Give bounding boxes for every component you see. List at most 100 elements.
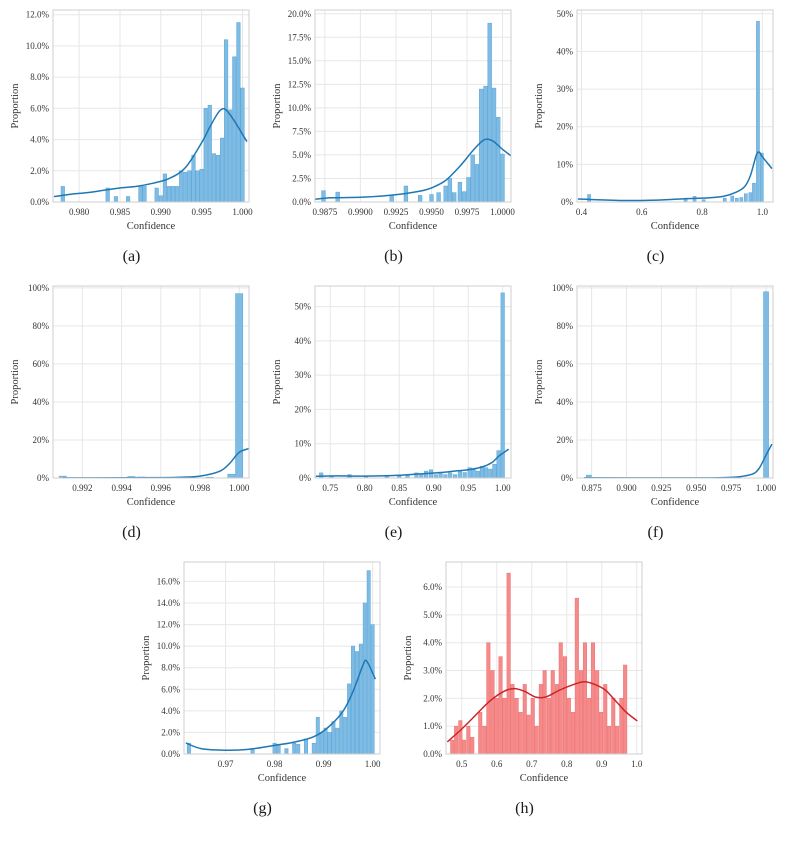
svg-text:60%: 60%	[32, 359, 49, 369]
svg-text:0.925: 0.925	[651, 483, 672, 493]
svg-text:80%: 80%	[556, 321, 573, 331]
svg-text:0.992: 0.992	[72, 483, 92, 493]
svg-text:1.00: 1.00	[364, 759, 380, 769]
svg-text:0.95: 0.95	[460, 483, 476, 493]
svg-text:0.9875: 0.9875	[312, 207, 337, 217]
chart-caption-f: (f)	[647, 524, 664, 541]
svg-text:Proportion: Proportion	[10, 83, 21, 129]
svg-text:12.0%: 12.0%	[156, 620, 180, 630]
svg-text:14.0%: 14.0%	[156, 598, 180, 608]
svg-text:Proportion: Proportion	[141, 635, 152, 681]
svg-text:15.0%: 15.0%	[287, 56, 311, 66]
svg-text:0.6: 0.6	[636, 207, 648, 217]
svg-text:Confidence: Confidence	[126, 221, 175, 232]
svg-text:0.996: 0.996	[150, 483, 171, 493]
chart-canvas-e: 0% 10% 20% 30% 40% 50% 0.75 0.80 0.85 0.90 0.95 1.0…	[269, 280, 519, 514]
svg-text:0%: 0%	[299, 473, 312, 483]
svg-text:Proportion: Proportion	[272, 83, 283, 129]
svg-text:20.0%: 20.0%	[287, 9, 311, 19]
svg-text:0.6: 0.6	[491, 759, 503, 769]
svg-text:0.990: 0.990	[150, 207, 171, 217]
svg-text:Confidence: Confidence	[519, 773, 568, 784]
svg-text:16.0%: 16.0%	[156, 576, 180, 586]
svg-text:4.0%: 4.0%	[423, 638, 442, 648]
chart-canvas-g: 0.0% 2.0% 4.0% 6.0% 8.0% 10.0% 12.0% 14.0% 16.0%…	[138, 556, 388, 790]
svg-text:2.0%: 2.0%	[30, 166, 49, 176]
svg-text:Proportion: Proportion	[272, 359, 283, 405]
svg-text:0.975: 0.975	[720, 483, 741, 493]
svg-text:10.0%: 10.0%	[156, 641, 180, 651]
svg-text:1.0%: 1.0%	[423, 721, 442, 731]
svg-text:4.0%: 4.0%	[30, 135, 49, 145]
svg-text:1.0: 1.0	[631, 759, 643, 769]
svg-text:10.0%: 10.0%	[287, 103, 311, 113]
chart-canvas-b: 0.0% 2.5% 5.0% 7.5% 10.0% 12.5% 15.0% 17.5% 20.0…	[269, 4, 519, 238]
chart-caption-c: (c)	[646, 248, 665, 265]
svg-text:Proportion: Proportion	[534, 83, 545, 129]
svg-text:10.0%: 10.0%	[25, 41, 49, 51]
svg-text:0.985: 0.985	[109, 207, 130, 217]
svg-text:Confidence: Confidence	[388, 497, 437, 508]
chart-f: 0% 20% 40% 60% 80% 100% 0.875 0.900 0.925 0.950 0.…	[531, 280, 781, 556]
chart-c: 0% 10% 20% 30% 40% 50% 0.4 0.6 0.8 1.0 Confidence P…	[531, 4, 781, 280]
svg-text:3.0%: 3.0%	[423, 666, 442, 676]
chart-a: 0.0% 2.0% 4.0% 6.0% 8.0% 10.0% 12.0% 0.980 0.985…	[7, 4, 257, 280]
svg-text:Proportion: Proportion	[534, 359, 545, 405]
svg-text:Confidence: Confidence	[388, 221, 437, 232]
svg-text:0.875: 0.875	[581, 483, 602, 493]
chart-e: 0% 10% 20% 30% 40% 50% 0.75 0.80 0.85 0.90 0.95 1.0…	[269, 280, 519, 556]
svg-text:20%: 20%	[32, 435, 49, 445]
svg-text:80%: 80%	[32, 321, 49, 331]
svg-text:60%: 60%	[556, 359, 573, 369]
svg-text:40%: 40%	[294, 336, 311, 346]
chart-row-1: 0.0% 2.0% 4.0% 6.0% 8.0% 10.0% 12.0% 0.980 0.985…	[0, 4, 787, 280]
svg-text:50%: 50%	[556, 9, 573, 19]
chart-canvas-a: 0.0% 2.0% 4.0% 6.0% 8.0% 10.0% 12.0% 0.980 0.985…	[7, 4, 257, 238]
chart-canvas-d: 0% 20% 40% 60% 80% 100% 0.992 0.994 0.996 0.998 1.…	[7, 280, 257, 514]
svg-text:0.8: 0.8	[561, 759, 573, 769]
svg-text:50%: 50%	[294, 302, 311, 312]
svg-text:0.950: 0.950	[686, 483, 707, 493]
chart-canvas-h: 0.0% 1.0% 2.0% 3.0% 4.0% 5.0% 6.0% 0.5 0.6 0.7 0.8…	[400, 556, 650, 790]
svg-text:Proportion: Proportion	[10, 359, 21, 405]
svg-text:2.5%: 2.5%	[292, 174, 311, 184]
svg-text:100%: 100%	[552, 283, 574, 293]
svg-text:8.0%: 8.0%	[161, 663, 180, 673]
svg-text:5.0%: 5.0%	[292, 150, 311, 160]
chart-row-3: 0.0% 2.0% 4.0% 6.0% 8.0% 10.0% 12.0% 14.0% 16.0%…	[0, 556, 787, 832]
svg-text:0.9950: 0.9950	[419, 207, 444, 217]
svg-text:0.90: 0.90	[425, 483, 441, 493]
svg-text:1.000: 1.000	[755, 483, 776, 493]
svg-text:0.0%: 0.0%	[161, 749, 180, 759]
svg-text:2.0%: 2.0%	[423, 693, 442, 703]
svg-text:7.5%: 7.5%	[292, 126, 311, 136]
svg-text:0.75: 0.75	[322, 483, 338, 493]
chart-caption-b: (b)	[384, 248, 403, 265]
svg-text:10%: 10%	[556, 159, 573, 169]
svg-text:0.0%: 0.0%	[423, 749, 442, 759]
svg-text:0.998: 0.998	[189, 483, 210, 493]
svg-text:0.80: 0.80	[356, 483, 372, 493]
svg-text:20%: 20%	[294, 404, 311, 414]
chart-caption-a: (a)	[122, 248, 141, 265]
svg-text:40%: 40%	[556, 397, 573, 407]
svg-text:30%: 30%	[556, 84, 573, 94]
svg-text:8.0%: 8.0%	[30, 72, 49, 82]
svg-text:0.9: 0.9	[596, 759, 608, 769]
svg-text:0.9975: 0.9975	[454, 207, 479, 217]
chart-caption-d: (d)	[122, 524, 141, 541]
svg-text:1.00: 1.00	[494, 483, 510, 493]
svg-text:0.9900: 0.9900	[348, 207, 373, 217]
svg-text:Proportion: Proportion	[403, 635, 414, 681]
svg-text:0.995: 0.995	[191, 207, 212, 217]
svg-text:6.0%: 6.0%	[161, 684, 180, 694]
svg-text:4.0%: 4.0%	[161, 706, 180, 716]
svg-text:1.000: 1.000	[232, 207, 253, 217]
svg-text:0.980: 0.980	[68, 207, 89, 217]
svg-text:Confidence: Confidence	[650, 221, 699, 232]
svg-text:0.9925: 0.9925	[383, 207, 408, 217]
svg-text:0.900: 0.900	[616, 483, 637, 493]
svg-text:1.0000: 1.0000	[490, 207, 515, 217]
svg-text:5.0%: 5.0%	[423, 610, 442, 620]
